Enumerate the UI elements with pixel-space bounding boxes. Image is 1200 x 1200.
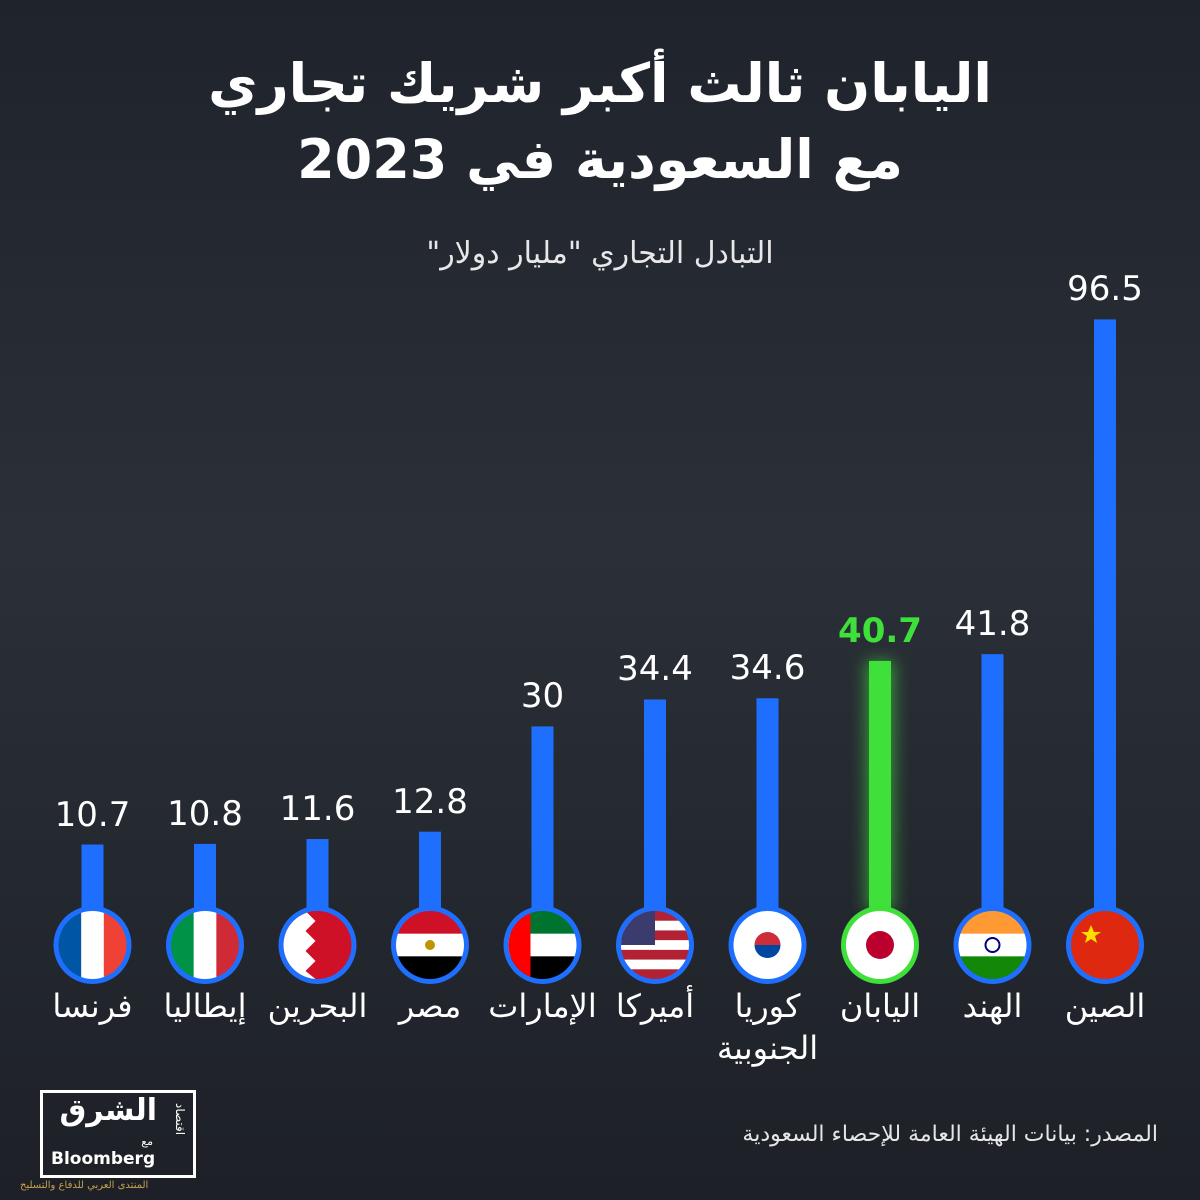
- bar: [306, 839, 329, 920]
- flag-part: [81, 911, 105, 979]
- flag-part: [958, 933, 1027, 958]
- flag-part: [984, 937, 1001, 953]
- category-label: أميركا: [615, 987, 695, 1025]
- flag: [733, 911, 802, 979]
- flag-part: [193, 911, 218, 979]
- flag: [58, 911, 127, 979]
- category-label: البحرين: [267, 987, 368, 1025]
- value-label: 40.7: [838, 610, 922, 651]
- bar: [869, 660, 891, 920]
- bar: [756, 698, 779, 920]
- flag-part: [754, 932, 781, 945]
- bar: [981, 654, 1004, 920]
- flag-part: [396, 956, 464, 979]
- logo-name: الشرق: [59, 1093, 157, 1128]
- bar: [644, 699, 666, 920]
- category-label: كوريا الجنوبية: [716, 987, 819, 1067]
- flag-part: [508, 911, 531, 979]
- chart-title: مع السعودية في 2023: [297, 128, 903, 191]
- category-label: الهند: [962, 987, 1023, 1025]
- flag-part: [958, 911, 1027, 935]
- source: المصدر: بيانات الهيئة العامة للإحصاء الس…: [742, 1122, 1158, 1147]
- value-label: 11.6: [279, 789, 356, 829]
- category-label: الإمارات: [488, 987, 597, 1025]
- bar: [194, 843, 216, 920]
- logo-with: مع: [141, 1135, 153, 1148]
- flag-part: [1081, 925, 1101, 943]
- watermark: المنتدى العربي للدفاع والتسليح: [20, 1180, 149, 1191]
- category-label: اليابان: [839, 987, 921, 1025]
- flag: [846, 911, 914, 979]
- category-label: مصر: [398, 987, 462, 1025]
- flag-part: [621, 969, 689, 979]
- flag-part: [754, 945, 781, 959]
- logo-sub: اقتصاد: [173, 1103, 187, 1136]
- flag: [1071, 911, 1139, 979]
- category-label: إيطاليا: [163, 987, 247, 1025]
- flag-part: [1071, 911, 1139, 979]
- flag: [171, 911, 239, 979]
- flag-part: [621, 940, 689, 951]
- flag-part: [866, 931, 894, 959]
- bar: [1094, 319, 1116, 920]
- flag-part: [621, 959, 689, 971]
- flag-part: [103, 911, 127, 979]
- value-label: 10.7: [54, 794, 131, 835]
- flag-part: [425, 940, 435, 950]
- bar: [419, 831, 441, 920]
- flag-part: [396, 911, 464, 935]
- value-label: 41.8: [954, 604, 1031, 645]
- flag-part: [958, 956, 1027, 979]
- flag-part: [283, 911, 316, 979]
- logo-partner: Bloomberg: [51, 1149, 156, 1169]
- value-label: 12.8: [392, 781, 468, 822]
- value-label: 10.8: [167, 793, 243, 834]
- bar: [531, 726, 554, 920]
- flag-part: [621, 911, 655, 945]
- flag: [283, 911, 352, 979]
- logo: الشرق اقتصاد مع Bloomberg: [40, 1090, 196, 1178]
- flag: [958, 911, 1027, 979]
- value-label: 30: [520, 676, 565, 717]
- flag-part: [171, 911, 195, 979]
- value-label: 34.4: [617, 649, 693, 690]
- flag-part: [58, 911, 83, 979]
- flag: [508, 911, 577, 979]
- chart-subtitle: التبادل التجاري "مليار دولار": [426, 236, 774, 271]
- bar: [81, 844, 104, 920]
- value-label: 34.6: [729, 648, 806, 689]
- flag-part: [621, 949, 689, 961]
- category-label: فرنسا: [52, 987, 133, 1025]
- chart-title: اليابان ثالث أكبر شريك تجاري: [208, 52, 992, 115]
- category-label: الصين: [1064, 987, 1146, 1025]
- flag-part: [216, 911, 239, 979]
- value-label: 96.5: [1067, 269, 1143, 310]
- flag: [396, 911, 464, 979]
